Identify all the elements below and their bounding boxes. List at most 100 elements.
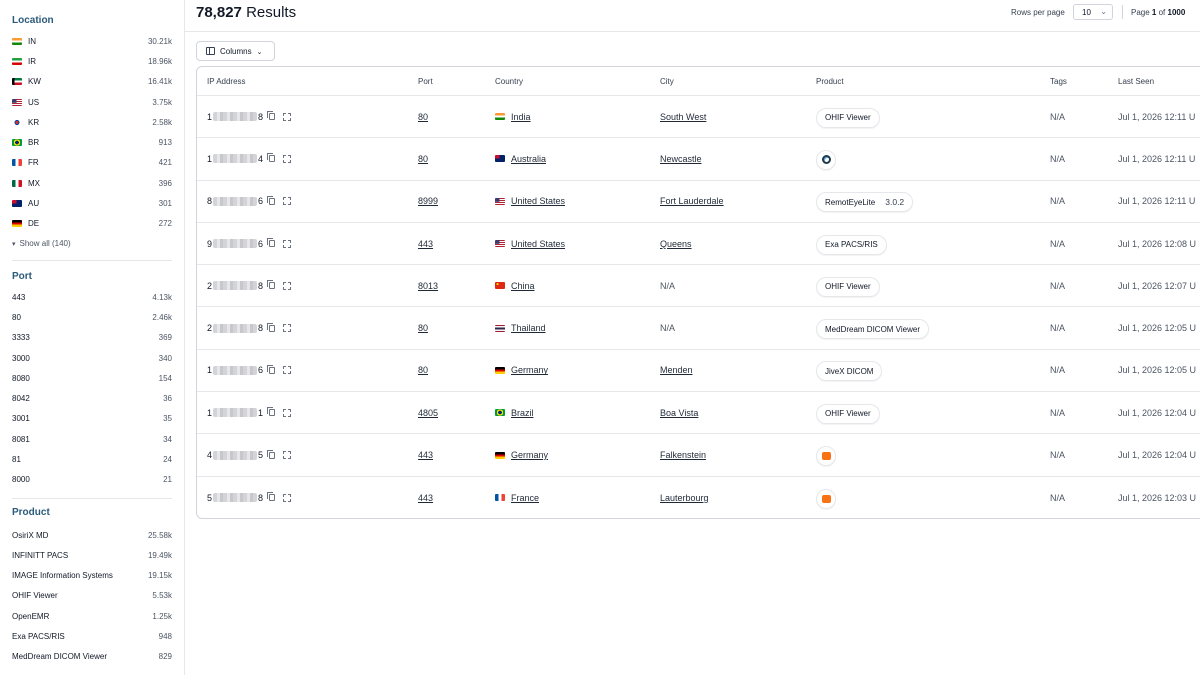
table-row[interactable]: 8 6 8999 United States Fort Lauderdale RemotE… [197, 181, 1200, 223]
product-badge[interactable]: OHIF Viewer [816, 276, 880, 297]
port-filter-8080[interactable]: 8080 154 [12, 373, 172, 383]
port-link[interactable]: 80 [418, 323, 429, 334]
expand-icon[interactable] [283, 408, 292, 417]
table-row[interactable]: 1 8 80 India South West OHIF Viewer N/A Jul 1, … [197, 96, 1200, 139]
location-filter-kr[interactable]: KR 2.58k [12, 112, 172, 132]
product-badge[interactable] [816, 149, 836, 170]
product-filter[interactable]: INFINITT PACS 19.49k [12, 550, 172, 560]
city-link[interactable]: Boa Vista [660, 407, 699, 418]
location-filter-mx[interactable]: MX 396 [12, 173, 172, 193]
port-filter-80[interactable]: 80 2.46k [12, 312, 172, 322]
expand-icon[interactable] [283, 154, 292, 163]
copy-icon[interactable] [267, 238, 276, 248]
rows-per-page-select[interactable]: 10 ⌄ [1073, 4, 1113, 20]
copy-icon[interactable] [267, 364, 276, 374]
country-link[interactable]: United States [511, 238, 566, 249]
copy-icon[interactable] [267, 280, 276, 290]
port-filter-8000[interactable]: 8000 21 [12, 475, 172, 485]
expand-icon[interactable] [283, 281, 292, 290]
city-link[interactable]: South West [660, 111, 707, 122]
location-filter-kw[interactable]: KW 16.41k [12, 72, 172, 92]
location-filter-br[interactable]: BR 913 [12, 132, 172, 152]
port-link[interactable]: 8999 [418, 196, 439, 207]
product-filter[interactable]: MedDream DICOM Viewer 829 [12, 652, 172, 662]
copy-icon[interactable] [267, 407, 276, 417]
columns-button[interactable]: Columns ⌄ [196, 41, 275, 61]
city-link[interactable]: Falkenstein [660, 450, 707, 461]
city-link[interactable]: Newcastle [660, 153, 702, 164]
country-link[interactable]: Germany [511, 365, 549, 376]
table-row[interactable]: 2 8 80 Thailand N/A MedDream DICOM Viewer N/A J… [197, 308, 1200, 350]
product-badge[interactable]: OHIF Viewer [816, 107, 880, 128]
expand-icon[interactable] [283, 239, 292, 248]
country-link[interactable]: United States [511, 196, 566, 207]
product-cell: OHIF Viewer [816, 266, 880, 307]
port-filter-8081[interactable]: 8081 34 [12, 434, 172, 444]
location-filter-ir[interactable]: IR 18.96k [12, 51, 172, 71]
port-filter-8042[interactable]: 8042 36 [12, 394, 172, 404]
copy-icon[interactable] [267, 111, 276, 121]
country-cell: Germany [495, 434, 548, 475]
table-row[interactable]: 1 4 80 Australia Newcastle N/A Jul 1, 2026 12:… [197, 138, 1200, 181]
port-link[interactable]: 4805 [418, 407, 439, 418]
country-link[interactable]: China [511, 280, 535, 291]
port-filter-3000[interactable]: 3000 340 [12, 353, 172, 363]
port-link[interactable]: 80 [418, 111, 429, 122]
location-filter-fr[interactable]: FR 421 [12, 153, 172, 173]
location-filter-de[interactable]: DE 272 [12, 214, 172, 234]
port-link[interactable]: 443 [418, 492, 434, 503]
product-badge[interactable]: OHIF Viewer [816, 403, 880, 424]
expand-icon[interactable] [283, 197, 292, 206]
port-filter-443[interactable]: 443 4.13k [12, 292, 172, 302]
product-filter[interactable]: OHIF Viewer 5.53k [12, 591, 172, 601]
location-filter-in[interactable]: IN 30.21k [12, 31, 172, 51]
copy-icon[interactable] [267, 322, 276, 332]
port-link[interactable]: 443 [418, 450, 434, 461]
product-filter[interactable]: OpenEMR 1.25k [12, 611, 172, 621]
port-filter-81[interactable]: 81 24 [12, 454, 172, 464]
product-filter[interactable]: IMAGE Information Systems 19.15k [12, 571, 172, 581]
copy-icon[interactable] [267, 492, 276, 502]
country-link[interactable]: Brazil [511, 407, 534, 418]
product-badge[interactable]: Exa PACS/RIS [816, 234, 887, 255]
port-link[interactable]: 443 [418, 238, 434, 249]
location-filter-au[interactable]: AU 301 [12, 193, 172, 213]
table-row[interactable]: 1 6 80 Germany Menden JiveX DICOM N/A Jul 1, 20… [197, 350, 1200, 393]
product-badge[interactable]: MedDream DICOM Viewer [816, 319, 929, 340]
expand-icon[interactable] [283, 112, 292, 121]
table-row[interactable]: 1 1 4805 Brazil Boa Vista OHIF Viewer N/A Jul 1… [197, 392, 1200, 435]
expand-icon[interactable] [283, 324, 292, 333]
location-filter-us[interactable]: US 3.75k [12, 92, 172, 112]
copy-icon[interactable] [267, 195, 276, 205]
copy-icon[interactable] [267, 153, 276, 163]
country-link[interactable]: France [511, 492, 540, 503]
product-filter[interactable]: Exa PACS/RIS 948 [12, 632, 172, 642]
product-filter[interactable]: OsiriX MD 25.58k [12, 530, 172, 540]
port-link[interactable]: 80 [418, 153, 429, 164]
copy-icon[interactable] [267, 449, 276, 459]
port-filter-3333[interactable]: 3333 369 [12, 333, 172, 343]
expand-icon[interactable] [283, 451, 292, 460]
expand-icon[interactable] [283, 493, 292, 502]
city-link[interactable]: Queens [660, 238, 692, 249]
country-link[interactable]: Thailand [511, 323, 546, 334]
product-badge[interactable]: RemotEyeLite 3.0.2 [816, 192, 914, 213]
country-link[interactable]: India [511, 111, 531, 122]
port-link[interactable]: 8013 [418, 280, 439, 291]
table-row[interactable]: 5 8 443 France Lauterbourg N/A Jul 1, 2026 12:… [197, 477, 1200, 518]
country-link[interactable]: Australia [511, 153, 547, 164]
expand-icon[interactable] [283, 366, 292, 375]
city-link[interactable]: Menden [660, 365, 693, 376]
show-all-locations-button[interactable]: ▾ Show all (140) [12, 234, 172, 254]
product-badge[interactable]: JiveX DICOM [816, 361, 883, 382]
country-link[interactable]: Germany [511, 450, 549, 461]
port-link[interactable]: 80 [418, 365, 429, 376]
product-badge[interactable] [816, 446, 836, 467]
table-row[interactable]: 2 8 8013 China N/A OHIF Viewer N/A Jul 1, 2026 … [197, 265, 1200, 308]
table-row[interactable]: 4 5 443 Germany Falkenstein N/A Jul 1, 2026 12… [197, 434, 1200, 477]
table-row[interactable]: 9 6 443 United States Queens Exa PACS/RIS N/A J… [197, 223, 1200, 266]
port-filter-3001[interactable]: 3001 35 [12, 414, 172, 424]
product-badge[interactable] [816, 488, 836, 509]
city-link[interactable]: Fort Lauderdale [660, 196, 724, 207]
city-link[interactable]: Lauterbourg [660, 492, 709, 503]
